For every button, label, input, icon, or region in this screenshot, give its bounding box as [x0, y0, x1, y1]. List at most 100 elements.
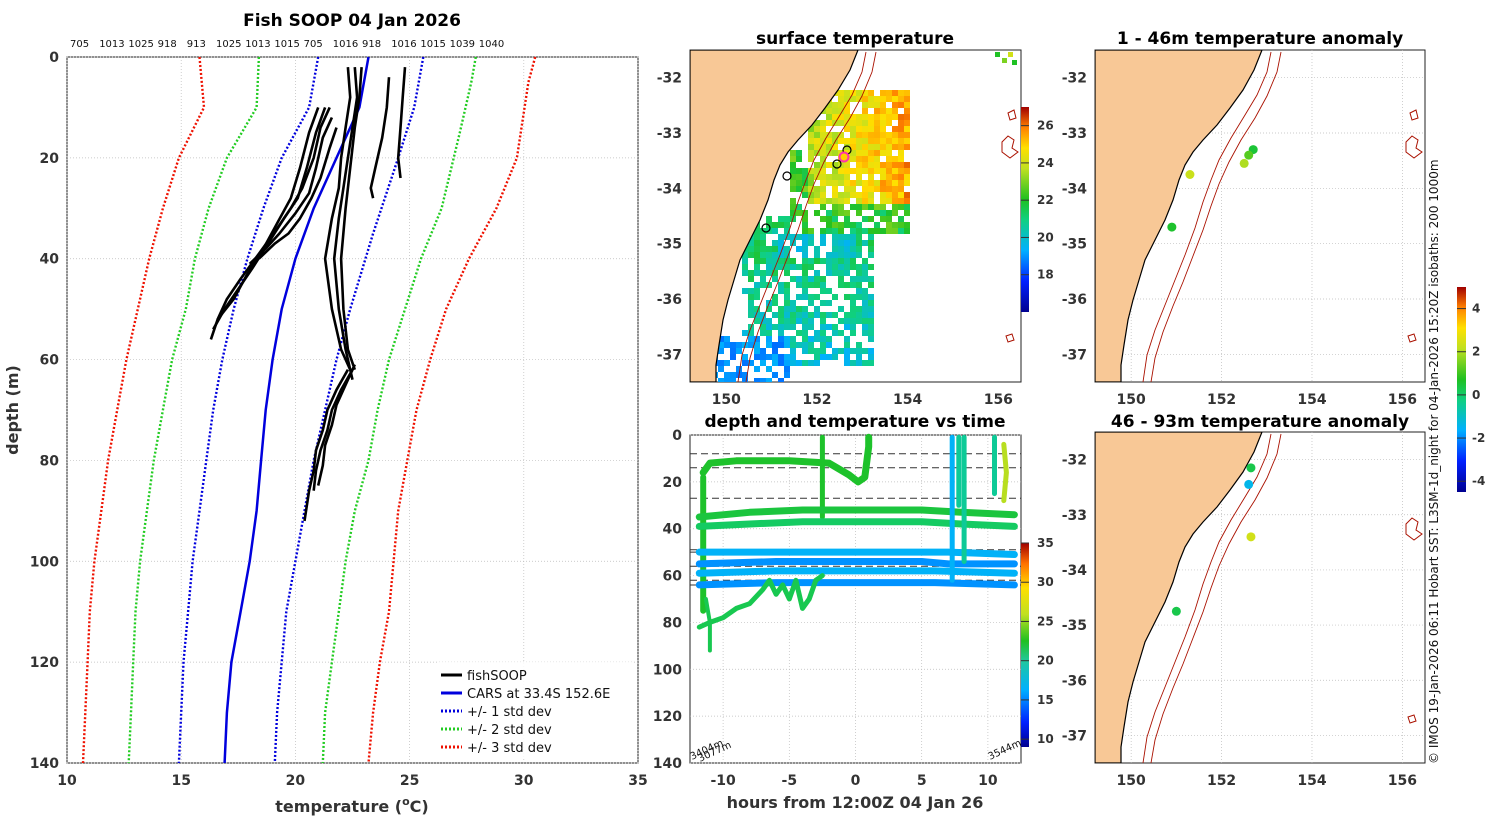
- sst-cell: [832, 198, 838, 204]
- sst-cell: [760, 360, 766, 366]
- sst-cell: [868, 192, 874, 198]
- sst-cell: [790, 348, 796, 354]
- sst-cell: [880, 192, 886, 198]
- sst-cell: [856, 354, 862, 360]
- sst-cell: [778, 306, 784, 312]
- sst-cell: [862, 90, 868, 96]
- sst-cell: [856, 150, 862, 156]
- sst-cell: [760, 324, 766, 330]
- sst-cell: [838, 246, 844, 252]
- sst-cell: [742, 378, 748, 382]
- profile-xticks: 10 15 20 25 30 35: [57, 773, 647, 789]
- sst-cell: [868, 132, 874, 138]
- sst-cell: [814, 312, 820, 318]
- sst-cell: [820, 330, 826, 336]
- sst-cell: [898, 96, 904, 102]
- sst-cell: [838, 234, 844, 240]
- isobath-1000m: [745, 51, 877, 382]
- sst-cell: [826, 114, 832, 120]
- surface-markers: [761, 145, 852, 233]
- sst-cell: [880, 114, 886, 120]
- sst-cell: [856, 120, 862, 126]
- sst-cell: [778, 264, 784, 270]
- sst-cell: [838, 114, 844, 120]
- sst-cell: [838, 258, 844, 264]
- sst-cell: [856, 192, 862, 198]
- x-tick-label: 150: [712, 392, 741, 408]
- sst-cell: [880, 162, 886, 168]
- sst-cell: [862, 216, 868, 222]
- sst-cell: [784, 228, 790, 234]
- time-colorbar-ticks: 35 30 25 20 15 10: [1021, 536, 1054, 746]
- sst-cell: [862, 198, 868, 204]
- profile-legend: fishSOOP CARS at 33.4S 152.6E +/- 1 std …: [437, 662, 632, 758]
- y-tick-label: 140: [30, 756, 59, 772]
- sst-cell: [995, 52, 1000, 57]
- sst-cell: [886, 228, 892, 234]
- sst-cell: [802, 240, 808, 246]
- y-tick-label: 120: [653, 709, 682, 725]
- sst-cell: [886, 96, 892, 102]
- sst-cell: [814, 336, 820, 342]
- sst-cell: [856, 270, 862, 276]
- sst-cell: [898, 162, 904, 168]
- sst-cell: [820, 234, 826, 240]
- anomaly1-island: [1405, 109, 1423, 343]
- sst-cell: [874, 168, 880, 174]
- sst-cell: [814, 210, 820, 216]
- surface-panel: surface temperature 150 152 154 156 -32 -33 -3…: [657, 29, 1054, 408]
- sst-cell: [790, 168, 796, 174]
- sst-cell: [718, 378, 724, 382]
- sst-cell: [874, 162, 880, 168]
- sst-cell: [862, 204, 868, 210]
- sst-cell: [844, 270, 850, 276]
- fishsoop-profile: [339, 67, 363, 371]
- sst-cell: [820, 318, 826, 324]
- sst-cell: [790, 342, 796, 348]
- sst-cell: [856, 228, 862, 234]
- sst-cell: [796, 156, 802, 162]
- time-panel: depth and temperature vs time -10 -5 0 5 100…: [653, 412, 1054, 812]
- sst-cell: [802, 312, 808, 318]
- colorbar-tick-label: 26: [1037, 119, 1054, 133]
- sst-cell: [898, 180, 904, 186]
- sst-cell: [778, 354, 784, 360]
- sst-cell: [844, 162, 850, 168]
- sst-cell: [772, 360, 778, 366]
- sst-cell: [832, 222, 838, 228]
- sst-cell: [868, 324, 874, 330]
- sst-cell: [892, 192, 898, 198]
- sst-cell: [868, 312, 874, 318]
- sst-cell: [880, 120, 886, 126]
- sst-cell: [844, 180, 850, 186]
- sst-cell: [808, 360, 814, 366]
- sst-cell: [850, 264, 856, 270]
- sst-cell: [1012, 60, 1017, 65]
- sst-cell: [808, 324, 814, 330]
- legend-1std: +/- 1 std dev: [467, 705, 552, 720]
- sst-cell: [880, 210, 886, 216]
- sst-cell: [808, 300, 814, 306]
- sst-cell: [808, 294, 814, 300]
- y-tick-label: 20: [40, 151, 60, 167]
- sst-cell: [856, 90, 862, 96]
- sst-cell: [742, 270, 748, 276]
- sst-cell: [754, 348, 760, 354]
- sst-cell: [772, 276, 778, 282]
- sst-cell: [796, 186, 802, 192]
- sst-cell: [802, 222, 808, 228]
- sst-cell: [814, 348, 820, 354]
- colorbar-tick-label: 15: [1037, 693, 1054, 707]
- x-tick-label: 156: [1388, 392, 1417, 408]
- sst-cell: [826, 336, 832, 342]
- sst-cell: [814, 360, 820, 366]
- sst-cell: [850, 114, 856, 120]
- sst-cell: [874, 126, 880, 132]
- sst-cell: [766, 282, 772, 288]
- time-track: [695, 506, 1018, 521]
- sst-cell: [790, 180, 796, 186]
- sst-cell: [886, 144, 892, 150]
- sst-cell: [898, 114, 904, 120]
- anomaly-point: [1239, 158, 1249, 168]
- y-tick-label: 80: [663, 615, 683, 631]
